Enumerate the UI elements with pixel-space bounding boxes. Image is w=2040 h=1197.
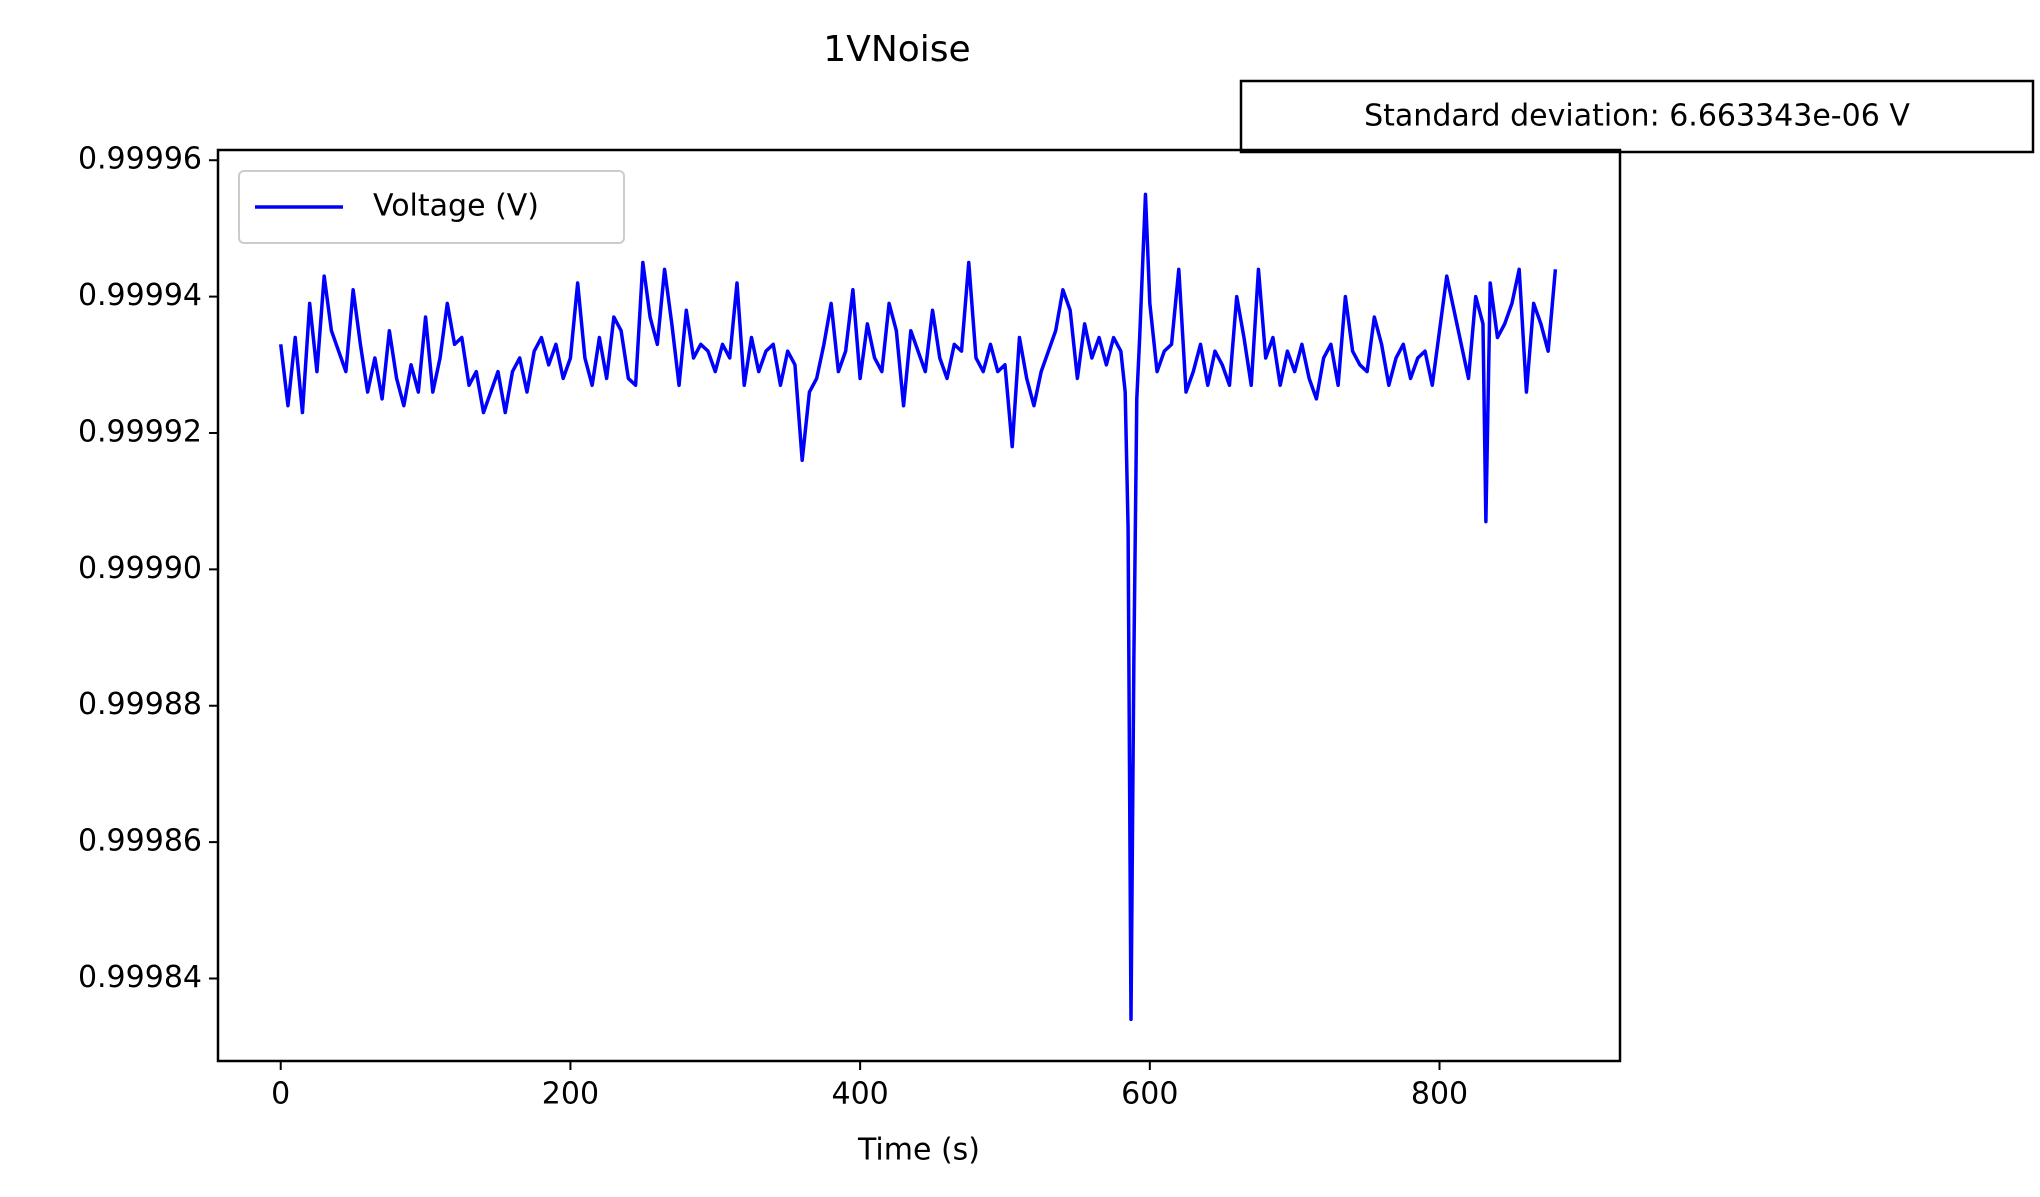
annotation: Standard deviation: 6.663343e-06 V [1364, 99, 1910, 134]
y-tick-label: 0.99990 [78, 551, 202, 586]
y-tick-label: 0.99986 [78, 824, 202, 859]
x-tick-label: 800 [1411, 1077, 1468, 1112]
legend-label: Voltage (V) [373, 189, 539, 224]
x-tick-label: 0 [271, 1077, 290, 1112]
y-tick-label: 0.99992 [78, 414, 202, 449]
y-tick-label: 0.99988 [78, 687, 202, 722]
data-line [278, 192, 1558, 1022]
x-tick-label: 400 [831, 1077, 888, 1112]
y-tick-label: 0.99994 [78, 278, 202, 313]
plot-area [278, 192, 1558, 1022]
axes-frame [216, 148, 1622, 1063]
x-axis-label: Time (s) [857, 1133, 980, 1168]
chart-title: 1VNoise [823, 29, 970, 70]
x-tick-label: 600 [1121, 1077, 1178, 1112]
x-tick-label: 200 [542, 1077, 599, 1112]
y-tick-label: 0.99984 [78, 960, 202, 995]
y-tick-label: 0.99996 [78, 142, 202, 177]
annotation-box [1239, 79, 2035, 154]
legend-box [238, 170, 625, 244]
